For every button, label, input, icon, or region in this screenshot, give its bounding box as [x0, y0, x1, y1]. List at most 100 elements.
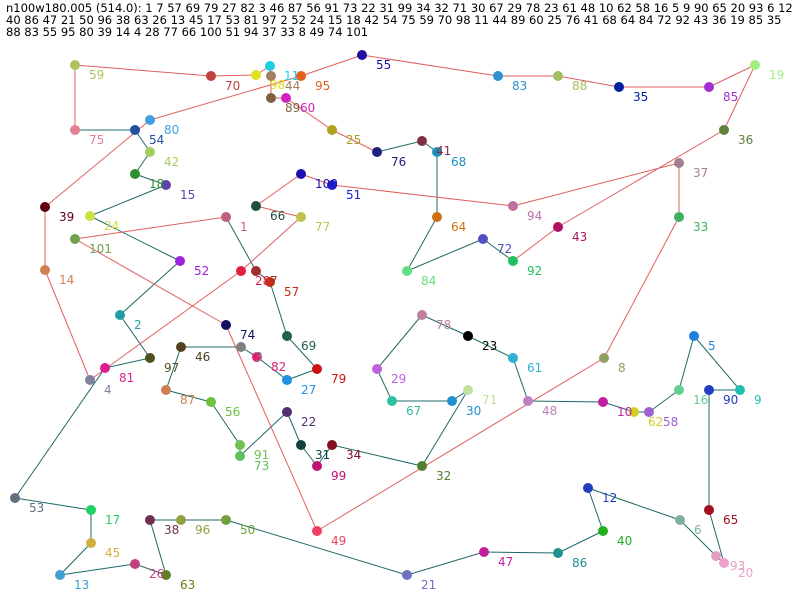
node [719, 558, 729, 568]
node [402, 266, 412, 276]
node-label: 18 [149, 177, 164, 191]
route-edge [74, 238, 227, 326]
node-label: 97 [164, 361, 179, 375]
node [130, 125, 140, 135]
route-edge [527, 400, 604, 403]
node [312, 526, 322, 536]
node-label: 63 [180, 578, 195, 592]
route-edge [557, 75, 620, 88]
node [145, 515, 155, 525]
node-label: 94 [527, 209, 542, 223]
route-edge [210, 74, 257, 77]
node-label: 42 [164, 155, 179, 169]
node [719, 125, 729, 135]
node-label: 43 [572, 230, 587, 244]
node-label: 78 [436, 318, 451, 332]
node-label: 82 [271, 360, 286, 374]
node-label: 75 [89, 133, 104, 147]
node [206, 71, 216, 81]
node [221, 212, 231, 222]
route-edge [59, 563, 136, 576]
node-label: 44 [285, 79, 300, 93]
node-label: 62 [648, 415, 663, 429]
route-edge [104, 357, 151, 369]
node [40, 202, 50, 212]
node-label: 25 [346, 133, 361, 147]
node-label: 36 [738, 133, 753, 147]
route-edge [149, 75, 302, 121]
node-label: 86 [572, 556, 587, 570]
route-edge [406, 216, 438, 272]
node [10, 493, 20, 503]
node-label: 17 [105, 513, 120, 527]
route-edge [512, 357, 529, 402]
node [387, 396, 397, 406]
node-label: 14 [59, 273, 74, 287]
route-edge [708, 64, 756, 88]
route-edge [89, 184, 167, 217]
node [251, 70, 261, 80]
route-edge [59, 542, 92, 576]
route-edge [300, 54, 363, 77]
node [614, 82, 624, 92]
node-label: 34 [346, 448, 361, 462]
node-label: 29 [391, 372, 406, 386]
node [252, 352, 262, 362]
node-label: 46 [195, 350, 210, 364]
node-label: 1 [240, 220, 248, 234]
node-label: 53 [29, 501, 44, 515]
route-edge [708, 509, 725, 564]
route-edge [286, 335, 318, 370]
route-edge [331, 129, 378, 153]
node-label: 41 [436, 144, 451, 158]
route-edge [134, 563, 167, 576]
node [508, 353, 518, 363]
node [70, 234, 80, 244]
node [674, 385, 684, 395]
route-edge [119, 314, 151, 359]
node [599, 353, 609, 363]
node-label: 11 [284, 69, 299, 83]
node-label: 7 [270, 274, 278, 288]
route-edge [482, 238, 514, 262]
node-label: 87 [180, 393, 195, 407]
node-label: 90 [723, 393, 738, 407]
node [296, 71, 306, 81]
node-label: 72 [497, 242, 512, 256]
node [86, 505, 96, 515]
node-label: 71 [482, 393, 497, 407]
node-label: 89 [285, 101, 300, 115]
node [553, 548, 563, 558]
node [357, 50, 367, 60]
node-label: 33 [693, 220, 708, 234]
node [372, 364, 382, 374]
route-edge [361, 54, 499, 77]
node-label: 93 [730, 559, 745, 573]
node-label: 65 [723, 513, 738, 527]
node-label: 55 [376, 58, 391, 72]
node [735, 385, 745, 395]
route-edge [483, 551, 559, 554]
route-edge [165, 389, 212, 403]
node [100, 363, 110, 373]
node-label: 49 [331, 534, 346, 548]
node [704, 505, 714, 515]
route-edge [557, 129, 725, 228]
node [55, 570, 65, 580]
route-edge [376, 140, 423, 153]
node-label: 10 [617, 405, 632, 419]
node [251, 266, 261, 276]
node-label: 12 [602, 491, 617, 505]
node [235, 440, 245, 450]
node [417, 310, 427, 320]
node [327, 180, 337, 190]
node [463, 385, 473, 395]
node [553, 71, 563, 81]
node-label: 84 [421, 274, 436, 288]
route-edge [406, 551, 485, 576]
node [265, 277, 275, 287]
route-edge [406, 238, 484, 272]
node-label: 51 [346, 188, 361, 202]
